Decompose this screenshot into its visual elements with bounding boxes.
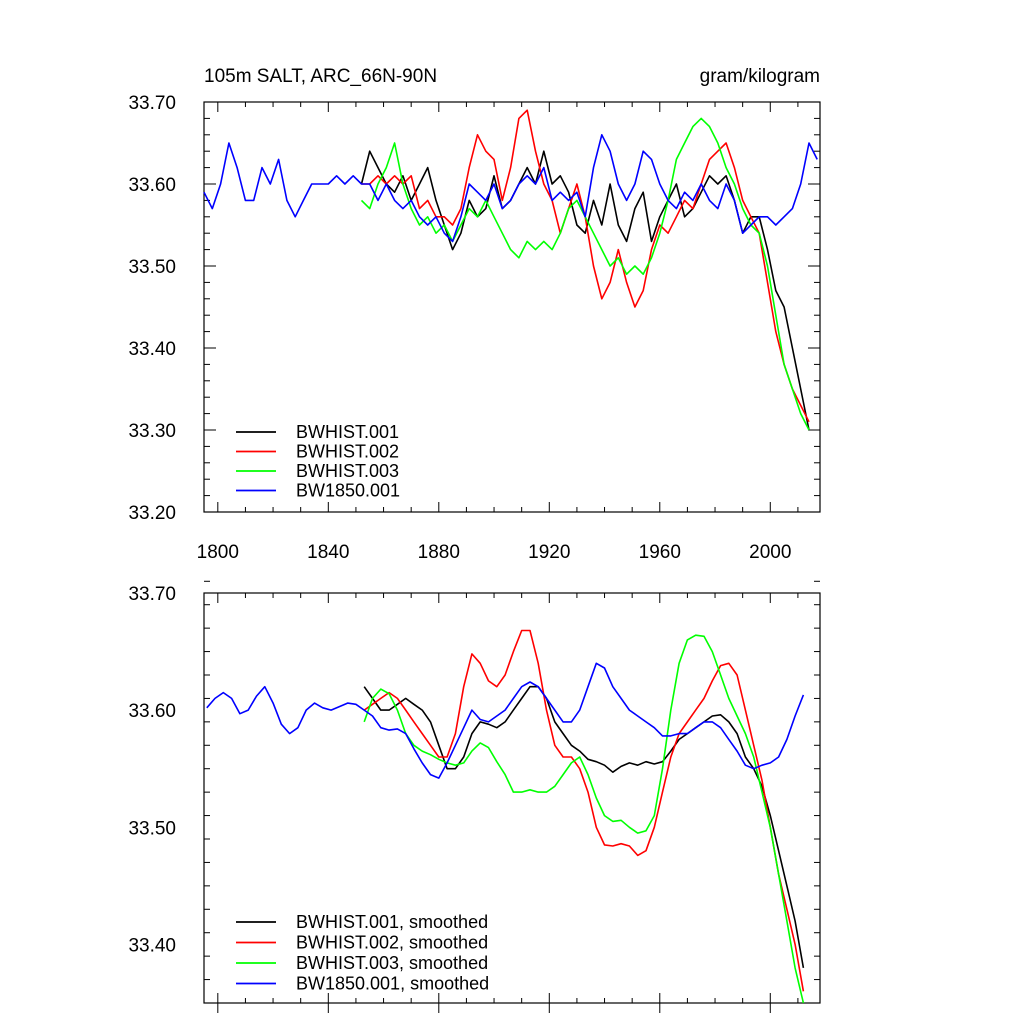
- chart-title: 105m SALT, ARC_66N-90N: [204, 66, 437, 87]
- x-tick-label: 1920: [528, 542, 570, 563]
- series-line-bwhist-002-smoothed: [363, 629, 805, 992]
- bottom-plot-frame: [203, 592, 821, 1004]
- y-tick-label: 33.30: [128, 421, 176, 442]
- top-chart: 105m SALT, ARC_66N-90N gram/kilogram 180…: [128, 66, 821, 563]
- series-line-bwhist-003: [360, 117, 810, 431]
- x-tick-label: 2000: [749, 542, 791, 563]
- bottom-chart: 33.40 33.50 33.60 33.70 BWHIST.001, smoothe…: [128, 580, 821, 1013]
- x-tick-label: 1800: [197, 542, 239, 563]
- series-line-bw1850-001: [203, 134, 818, 243]
- series-line-bwhist-001: [360, 150, 810, 431]
- units-label: gram/kilogram: [700, 66, 820, 87]
- top-series-lines: [203, 109, 818, 431]
- series-line-bwhist-003-smoothed: [363, 634, 805, 1004]
- y-tick-label: 33.60: [128, 175, 176, 196]
- series-line-bw1850-001-smoothed: [206, 662, 805, 779]
- legend-label: BWHIST.001, smoothed: [296, 912, 488, 932]
- y-tick-label: 33.60: [128, 701, 176, 722]
- series-line-bwhist-001-smoothed: [363, 685, 805, 969]
- x-tick-label: 1840: [307, 542, 349, 563]
- legend-label: BWHIST.001: [296, 422, 399, 442]
- legend-label: BWHIST.003, smoothed: [296, 953, 488, 973]
- x-tick-label: 1960: [639, 542, 681, 563]
- y-tick-label: 33.50: [128, 257, 176, 278]
- legend-label: BW1850.001, smoothed: [296, 974, 489, 994]
- y-tick-label: 33.70: [128, 93, 176, 114]
- legend-label: BW1850.001: [296, 481, 400, 501]
- y-tick-label: 33.50: [128, 818, 176, 839]
- y-tick-label: 33.70: [128, 584, 176, 605]
- legend-label: BWHIST.002: [296, 442, 399, 462]
- y-tick-label: 33.40: [128, 935, 176, 956]
- legend-label: BWHIST.003: [296, 461, 399, 481]
- bottom-ticks: 33.40 33.50 33.60 33.70: [128, 580, 820, 1013]
- legend-label: BWHIST.002, smoothed: [296, 933, 488, 953]
- x-tick-label: 1880: [418, 542, 460, 563]
- top-plot-frame: [203, 101, 821, 513]
- y-tick-label: 33.20: [128, 503, 176, 524]
- series-line-bwhist-002: [361, 109, 810, 423]
- y-tick-label: 33.40: [128, 339, 176, 360]
- bottom-series-lines: [206, 629, 805, 1004]
- top-ticks: 1800 1840 1880 1920 1960 2000 33.20 33.30 33.40 3…: [128, 93, 820, 563]
